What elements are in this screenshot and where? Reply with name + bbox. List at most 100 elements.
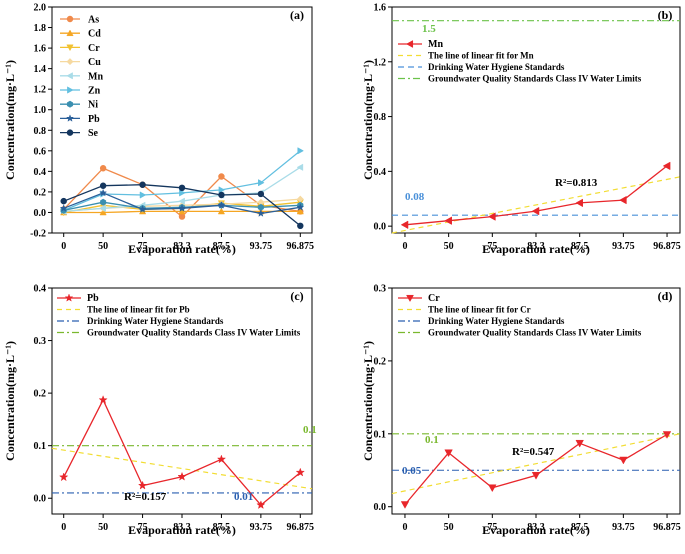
legend-label: Groundwater Quality Standards Class IV W…	[428, 74, 642, 84]
y-tick-label: 0.1	[34, 441, 47, 452]
groundwater-limit-value: 0.1	[425, 434, 439, 446]
y-tick-label: 0.1	[374, 429, 387, 440]
x-tick-label: 83.3	[527, 522, 545, 533]
data-point	[531, 472, 541, 480]
data-point	[531, 206, 540, 216]
panel-label: (c)	[290, 289, 303, 303]
data-point	[178, 204, 186, 212]
data-point	[444, 449, 453, 458]
legend-label: Cu	[88, 57, 101, 68]
x-axis-label: Evaporation rate(%)	[128, 523, 236, 537]
data-point	[216, 454, 227, 464]
data-point	[662, 161, 671, 171]
legend-label: Se	[88, 128, 99, 139]
x-tick-label: 50	[444, 241, 454, 252]
legend-marker	[66, 58, 74, 66]
data-point	[60, 197, 67, 205]
data-point	[99, 204, 106, 212]
data-point	[619, 195, 627, 205]
data-point	[138, 205, 147, 213]
y-tick-label: 0.2	[34, 389, 47, 400]
drinking-standard-value: 0.01	[234, 491, 253, 503]
x-tick-label: 87.5	[213, 241, 231, 252]
legend-marker	[405, 40, 414, 48]
y-tick-label: 0.3	[34, 336, 47, 347]
y-tick-label: 0.4	[34, 167, 47, 178]
legend-label: Mn	[428, 39, 443, 50]
data-point	[295, 467, 306, 477]
legend-label: The line of linear fit for Cr	[428, 305, 531, 315]
panel-label: (b)	[658, 8, 673, 22]
series-Se	[60, 181, 304, 230]
y-tick-label: 0.8	[34, 126, 47, 137]
legend-marker	[66, 114, 74, 122]
x-tick-label: 96.875	[287, 241, 315, 252]
y-tick-label: 0.8	[374, 112, 387, 123]
chart-panel-a: -0.2 0.0 0.2 0.4 0.6 0.8 1.0 1.2 1.4 1.6 1.8 2.0 0 50…	[3, 3, 314, 257]
r-squared-label: R²=0.547	[512, 446, 555, 458]
legend-label: Groundwater Quality Standards Class IV W…	[428, 328, 642, 338]
data-point	[218, 173, 225, 180]
legend-marker	[66, 129, 74, 136]
y-tick-label: 1.6	[374, 3, 387, 14]
series-Pb	[58, 395, 306, 509]
data-point	[218, 186, 226, 194]
linear-fit-line	[51, 447, 313, 490]
legend-marker	[66, 100, 74, 108]
x-tick-label: 75	[138, 522, 148, 533]
drinking-standard-value: 0.08	[405, 191, 425, 203]
x-tick-label: 93.75	[250, 522, 273, 533]
y-tick-label: 0.6	[34, 146, 47, 157]
data-point	[178, 213, 186, 220]
x-tick-label: 93.75	[612, 522, 635, 533]
x-tick-label: 75	[487, 241, 497, 252]
data-point	[179, 189, 186, 197]
r-squared-label: R²=0.813	[555, 177, 598, 189]
data-point	[400, 220, 409, 230]
data-point	[619, 456, 628, 465]
y-tick-label: 0.2	[34, 187, 47, 198]
groundwater-limit-value: 1.5	[422, 23, 436, 35]
legend-label: Pb	[88, 114, 100, 125]
y-tick-label: 1.2	[374, 57, 387, 68]
y-tick-label: 0.2	[374, 356, 387, 367]
x-tick-label: 75	[487, 522, 497, 533]
x-tick-label: 87.5	[571, 522, 589, 533]
legend-label: As	[88, 15, 99, 26]
legend-label: The line of linear fit for Pb	[87, 305, 190, 315]
y-tick-label: 0.0	[34, 208, 47, 219]
legend-label: The line of linear fit for Mn	[428, 51, 534, 61]
x-tick-label: 75	[138, 241, 148, 252]
series-line	[404, 433, 668, 505]
legend-label: Zn	[88, 86, 101, 97]
series-Cr	[400, 431, 672, 509]
r-squared-label: R²=0.157	[124, 491, 167, 503]
data-point	[256, 209, 265, 217]
series-Mn	[400, 161, 671, 230]
x-tick-label: 50	[98, 241, 108, 252]
y-tick-label: 2.0	[34, 3, 47, 14]
data-point	[99, 165, 107, 172]
data-point	[100, 198, 107, 206]
y-tick-label: 1.8	[34, 23, 47, 34]
x-tick-label: 50	[444, 522, 454, 533]
data-point	[99, 188, 108, 197]
groundwater-limit-value: 0.1	[303, 424, 317, 436]
x-tick-label: 96.875	[287, 522, 315, 533]
data-point	[400, 501, 410, 509]
data-point	[487, 212, 496, 221]
y-tick-label: 0.3	[374, 284, 387, 295]
data-point	[488, 484, 497, 493]
series-line	[63, 398, 301, 507]
data-point	[297, 147, 305, 155]
legend-marker	[66, 72, 73, 80]
drinking-standard-value: 0.05	[402, 465, 422, 477]
legend-marker	[66, 29, 74, 37]
data-point	[99, 208, 107, 216]
series-line	[404, 165, 668, 226]
x-tick-label: 93.75	[612, 241, 635, 252]
data-point	[575, 439, 584, 448]
data-point	[139, 181, 146, 188]
chart-panel-d: 0.0 0.1 0.2 0.3 0 50 75 83.3 87.5 93.75 96.875 Evap…	[361, 284, 681, 538]
